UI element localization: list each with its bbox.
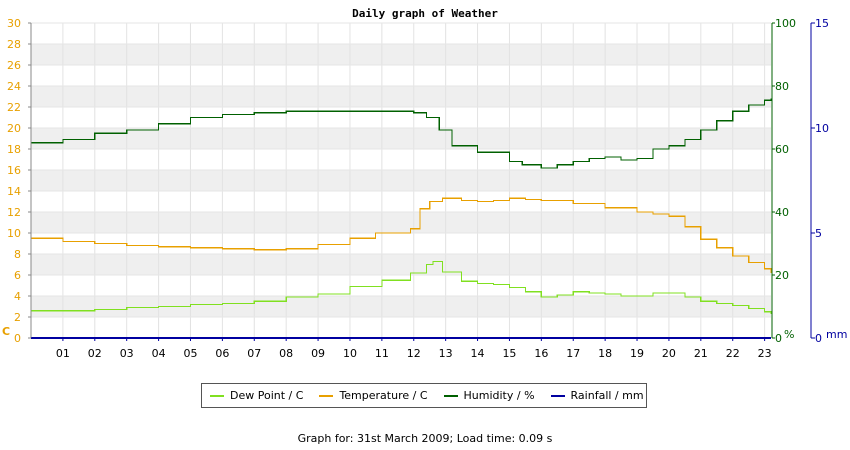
grid-band	[31, 233, 771, 254]
chart-legend: Dew Point / C Temperature / C Humidity /…	[201, 383, 647, 408]
grid-band	[31, 317, 771, 338]
legend-swatch-dew-point	[210, 394, 224, 397]
legend-item-dew-point: Dew Point / C	[210, 389, 303, 402]
x-axis-tick-label: 14	[471, 347, 485, 360]
x-axis-tick-label: 22	[726, 347, 740, 360]
x-axis-tick-label: 12	[407, 347, 421, 360]
x-axis-tick-label: 20	[662, 347, 676, 360]
legend-item-humidity: Humidity / %	[443, 389, 535, 402]
x-axis-tick-label: 01	[56, 347, 70, 360]
grid-band	[31, 107, 771, 128]
left-axis-tick-label: 18	[7, 143, 21, 156]
series-line-temperature	[31, 197, 772, 273]
x-axis-tick-label: 11	[375, 347, 389, 360]
x-axis-tick-label: 21	[694, 347, 708, 360]
legend-label-temperature: Temperature / C	[339, 389, 428, 402]
legend-swatch-temperature	[319, 394, 334, 397]
x-axis-tick-label: 09	[311, 347, 325, 360]
grid-band	[31, 44, 771, 65]
right-axis-rainfall-tick-label: 10	[815, 122, 829, 135]
left-axis-tick-label: 20	[7, 122, 21, 135]
left-axis-tick-label: 4	[14, 290, 21, 303]
x-axis-tick-label: 18	[598, 347, 612, 360]
legend-label-dew-point: Dew Point / C	[230, 389, 304, 402]
x-axis-tick-label: 04	[152, 347, 166, 360]
right-axis-rainfall-tick-label: 0	[815, 332, 822, 345]
right-axis-humidity-tick-label: 20	[775, 269, 789, 282]
axes-layer: 024681012141618202224262830C020406080100…	[2, 17, 847, 360]
x-axis-tick-label: 19	[630, 347, 644, 360]
x-axis-tick-label: 16	[534, 347, 548, 360]
grid-bands	[31, 23, 771, 338]
x-axis-tick-label: 17	[566, 347, 580, 360]
grid-band	[31, 23, 771, 44]
x-axis-tick-label: 15	[502, 347, 516, 360]
right-axis-humidity-tick-label: 100	[775, 17, 796, 30]
legend-item-temperature: Temperature / C	[319, 389, 428, 402]
series-line-humidity	[31, 98, 772, 169]
left-axis-tick-label: 26	[7, 59, 21, 72]
right-axis-humidity-unit-label: %	[784, 328, 794, 341]
legend-swatch-rainfall	[550, 394, 565, 397]
grid-band	[31, 191, 771, 212]
left-axis-tick-label: 2	[14, 311, 21, 324]
left-axis-tick-label: 22	[7, 101, 21, 114]
series-line-dew-point	[31, 260, 772, 314]
grid-band	[31, 128, 771, 149]
left-axis-tick-label: 24	[7, 80, 21, 93]
x-axis-tick-label: 06	[215, 347, 229, 360]
x-axis-tick-label: 23	[758, 347, 772, 360]
grid-band	[31, 212, 771, 233]
x-axis-tick-label: 13	[439, 347, 453, 360]
left-axis-tick-label: 16	[7, 164, 21, 177]
grid-band	[31, 65, 771, 86]
chart-footer: Graph for: 31st March 2009; Load time: 0…	[297, 432, 553, 445]
grid-band	[31, 275, 771, 296]
grid-band	[31, 149, 771, 170]
left-axis-tick-label: 28	[7, 38, 21, 51]
left-axis-tick-label: 12	[7, 206, 21, 219]
left-axis-tick-label: 8	[14, 248, 21, 261]
x-axis-tick-label: 03	[120, 347, 134, 360]
right-axis-humidity-tick-label: 80	[775, 80, 789, 93]
right-axis-humidity-tick-label: 40	[775, 206, 789, 219]
x-axis-tick-label: 08	[279, 347, 293, 360]
left-axis-tick-label: 0	[14, 332, 21, 345]
left-axis-tick-label: 6	[14, 269, 21, 282]
right-axis-humidity-tick-label: 60	[775, 143, 789, 156]
grid-band	[31, 254, 771, 275]
x-axis-tick-label: 07	[247, 347, 261, 360]
legend-label-humidity: Humidity / %	[463, 389, 535, 402]
grid-band	[31, 170, 771, 191]
left-axis-unit-label: C	[2, 325, 10, 338]
x-axis-tick-label: 05	[183, 347, 197, 360]
right-axis-rainfall-tick-label: 5	[815, 227, 822, 240]
chart-title: Daily graph of Weather	[352, 7, 498, 20]
left-axis-tick-label: 30	[7, 17, 21, 30]
grid-band	[31, 86, 771, 107]
left-axis-tick-label: 14	[7, 185, 21, 198]
right-axis-rainfall-unit-label: mm	[826, 328, 847, 341]
right-axis-rainfall-tick-label: 15	[815, 17, 829, 30]
right-axis-humidity-tick-label: 0	[775, 332, 782, 345]
x-axis-tick-label: 10	[343, 347, 357, 360]
legend-swatch-humidity	[443, 394, 458, 397]
vertical-grid	[31, 22, 771, 339]
grid-band	[31, 296, 771, 317]
x-axis-tick-label: 02	[88, 347, 102, 360]
legend-label-rainfall: Rainfall / mm	[570, 389, 644, 402]
left-axis-tick-label: 10	[7, 227, 21, 240]
legend-item-rainfall: Rainfall / mm	[550, 389, 644, 402]
